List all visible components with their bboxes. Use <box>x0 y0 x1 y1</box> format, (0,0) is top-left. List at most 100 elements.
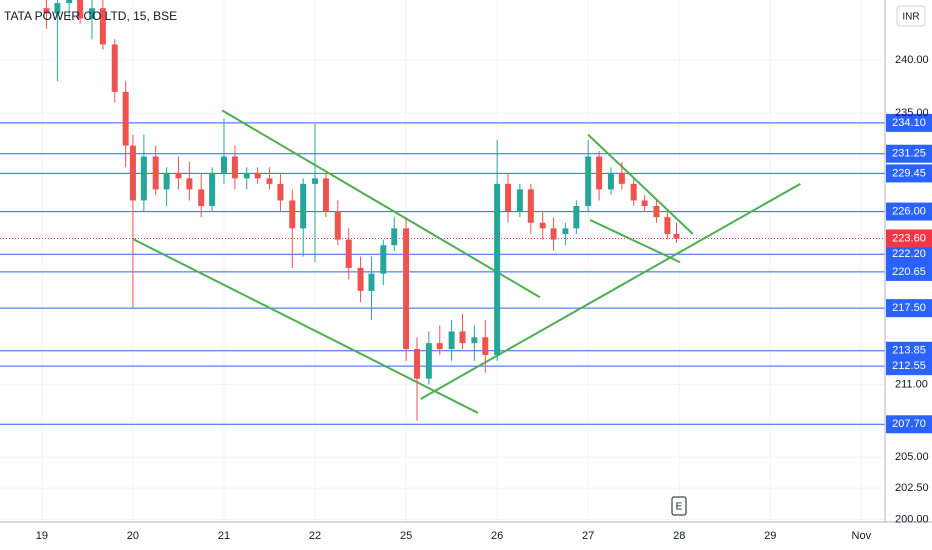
candle-body <box>198 189 205 207</box>
candle-body <box>664 217 671 234</box>
candle-body <box>220 156 227 173</box>
candle-body <box>345 239 352 268</box>
y-tick-label: 200.00 <box>895 513 929 525</box>
candle-body <box>209 172 216 207</box>
x-tick-label: 26 <box>491 530 503 542</box>
price-level-label: 207.70 <box>892 418 926 430</box>
candle-body <box>152 156 159 190</box>
candle-body <box>607 172 614 190</box>
candle-body <box>380 245 387 274</box>
candle-body <box>77 0 84 19</box>
candle-body <box>471 337 478 344</box>
chart-title: TATA POWER CO LTD, 15, BSE <box>4 9 177 23</box>
candle-body <box>357 267 364 291</box>
candle-body <box>122 91 129 146</box>
candle-body <box>562 228 569 234</box>
price-level-badge <box>886 164 932 183</box>
candle-body <box>673 233 680 239</box>
x-tick-label: 22 <box>309 530 321 542</box>
candle-body <box>459 331 466 344</box>
candle-body <box>54 3 61 14</box>
price-level-badge <box>886 357 932 376</box>
x-tick-label: 19 <box>36 530 48 542</box>
x-tick-label: 20 <box>127 530 139 542</box>
x-tick-label: 27 <box>582 530 594 542</box>
candle-body <box>585 156 592 207</box>
last-price-label: 223.60 <box>892 232 926 244</box>
candle-body <box>527 189 534 223</box>
candle-body <box>277 183 284 201</box>
x-tick-label: 21 <box>218 530 230 542</box>
price-level-label: 222.20 <box>892 248 926 260</box>
candle-body <box>289 200 296 229</box>
price-level-label: 234.10 <box>892 117 926 129</box>
candle-body <box>391 228 398 246</box>
candle-body <box>653 206 660 218</box>
x-tick-label: Nov <box>852 530 872 542</box>
price-level-label: 217.50 <box>892 302 926 314</box>
candle-body <box>322 178 329 212</box>
last-price-badge <box>886 229 932 248</box>
candle-body <box>300 183 307 229</box>
candle-body <box>334 211 341 240</box>
trendline <box>221 109 541 299</box>
y-tick-label: 211.00 <box>895 379 928 391</box>
price-level-label: 231.25 <box>892 148 926 160</box>
price-level-badge <box>886 245 932 264</box>
price-level-badge <box>886 299 932 318</box>
candle-body <box>88 8 95 19</box>
trendline <box>589 219 681 264</box>
event-label[interactable]: E <box>676 502 683 513</box>
price-level-label: 213.85 <box>892 345 926 357</box>
candle-body <box>505 183 512 212</box>
price-level-badge <box>886 415 932 434</box>
candle-body <box>231 156 238 179</box>
x-tick-label: 29 <box>764 530 776 542</box>
candle-body <box>539 222 546 229</box>
candle-body <box>425 343 432 379</box>
x-tick-label: 28 <box>673 530 685 542</box>
trendline <box>420 182 801 400</box>
candle-body <box>550 228 557 240</box>
candle-body <box>618 172 625 184</box>
candle-body <box>254 172 261 179</box>
candle-body <box>448 331 455 350</box>
price-level-label: 226.00 <box>892 205 926 217</box>
candle-body <box>163 172 170 190</box>
price-level-label: 229.45 <box>892 167 926 179</box>
candle-body <box>266 178 273 184</box>
candle-body <box>630 183 637 201</box>
candle-body <box>494 183 501 355</box>
y-tick-label: 205.00 <box>895 451 929 463</box>
candle-body <box>596 156 603 190</box>
x-tick-label: 25 <box>400 530 412 542</box>
candle-body <box>140 156 147 201</box>
candle-body <box>436 343 443 350</box>
price-level-badge <box>886 202 932 221</box>
candle-body <box>573 206 580 229</box>
candle-body <box>129 145 136 201</box>
candle-body <box>403 228 410 350</box>
candle-body <box>641 200 648 207</box>
price-level-badge <box>886 262 932 281</box>
price-level-label: 212.55 <box>892 360 926 372</box>
candle-body <box>414 349 421 379</box>
price-level-label: 220.65 <box>892 266 926 278</box>
candle-body <box>43 8 50 14</box>
candle-body <box>186 178 193 190</box>
candle-body <box>312 178 319 184</box>
price-level-badge <box>886 144 932 163</box>
candle-body <box>482 337 489 355</box>
price-level-badge <box>886 341 932 360</box>
candle-body <box>66 0 73 4</box>
candle-body <box>111 44 118 92</box>
candle-body <box>99 8 106 45</box>
currency-badge[interactable] <box>896 5 926 27</box>
candle-body <box>516 189 523 212</box>
currency-label[interactable]: INR <box>902 12 919 23</box>
y-tick-label: 202.50 <box>895 482 929 494</box>
event-marker[interactable] <box>671 496 687 516</box>
trendline <box>587 134 694 235</box>
